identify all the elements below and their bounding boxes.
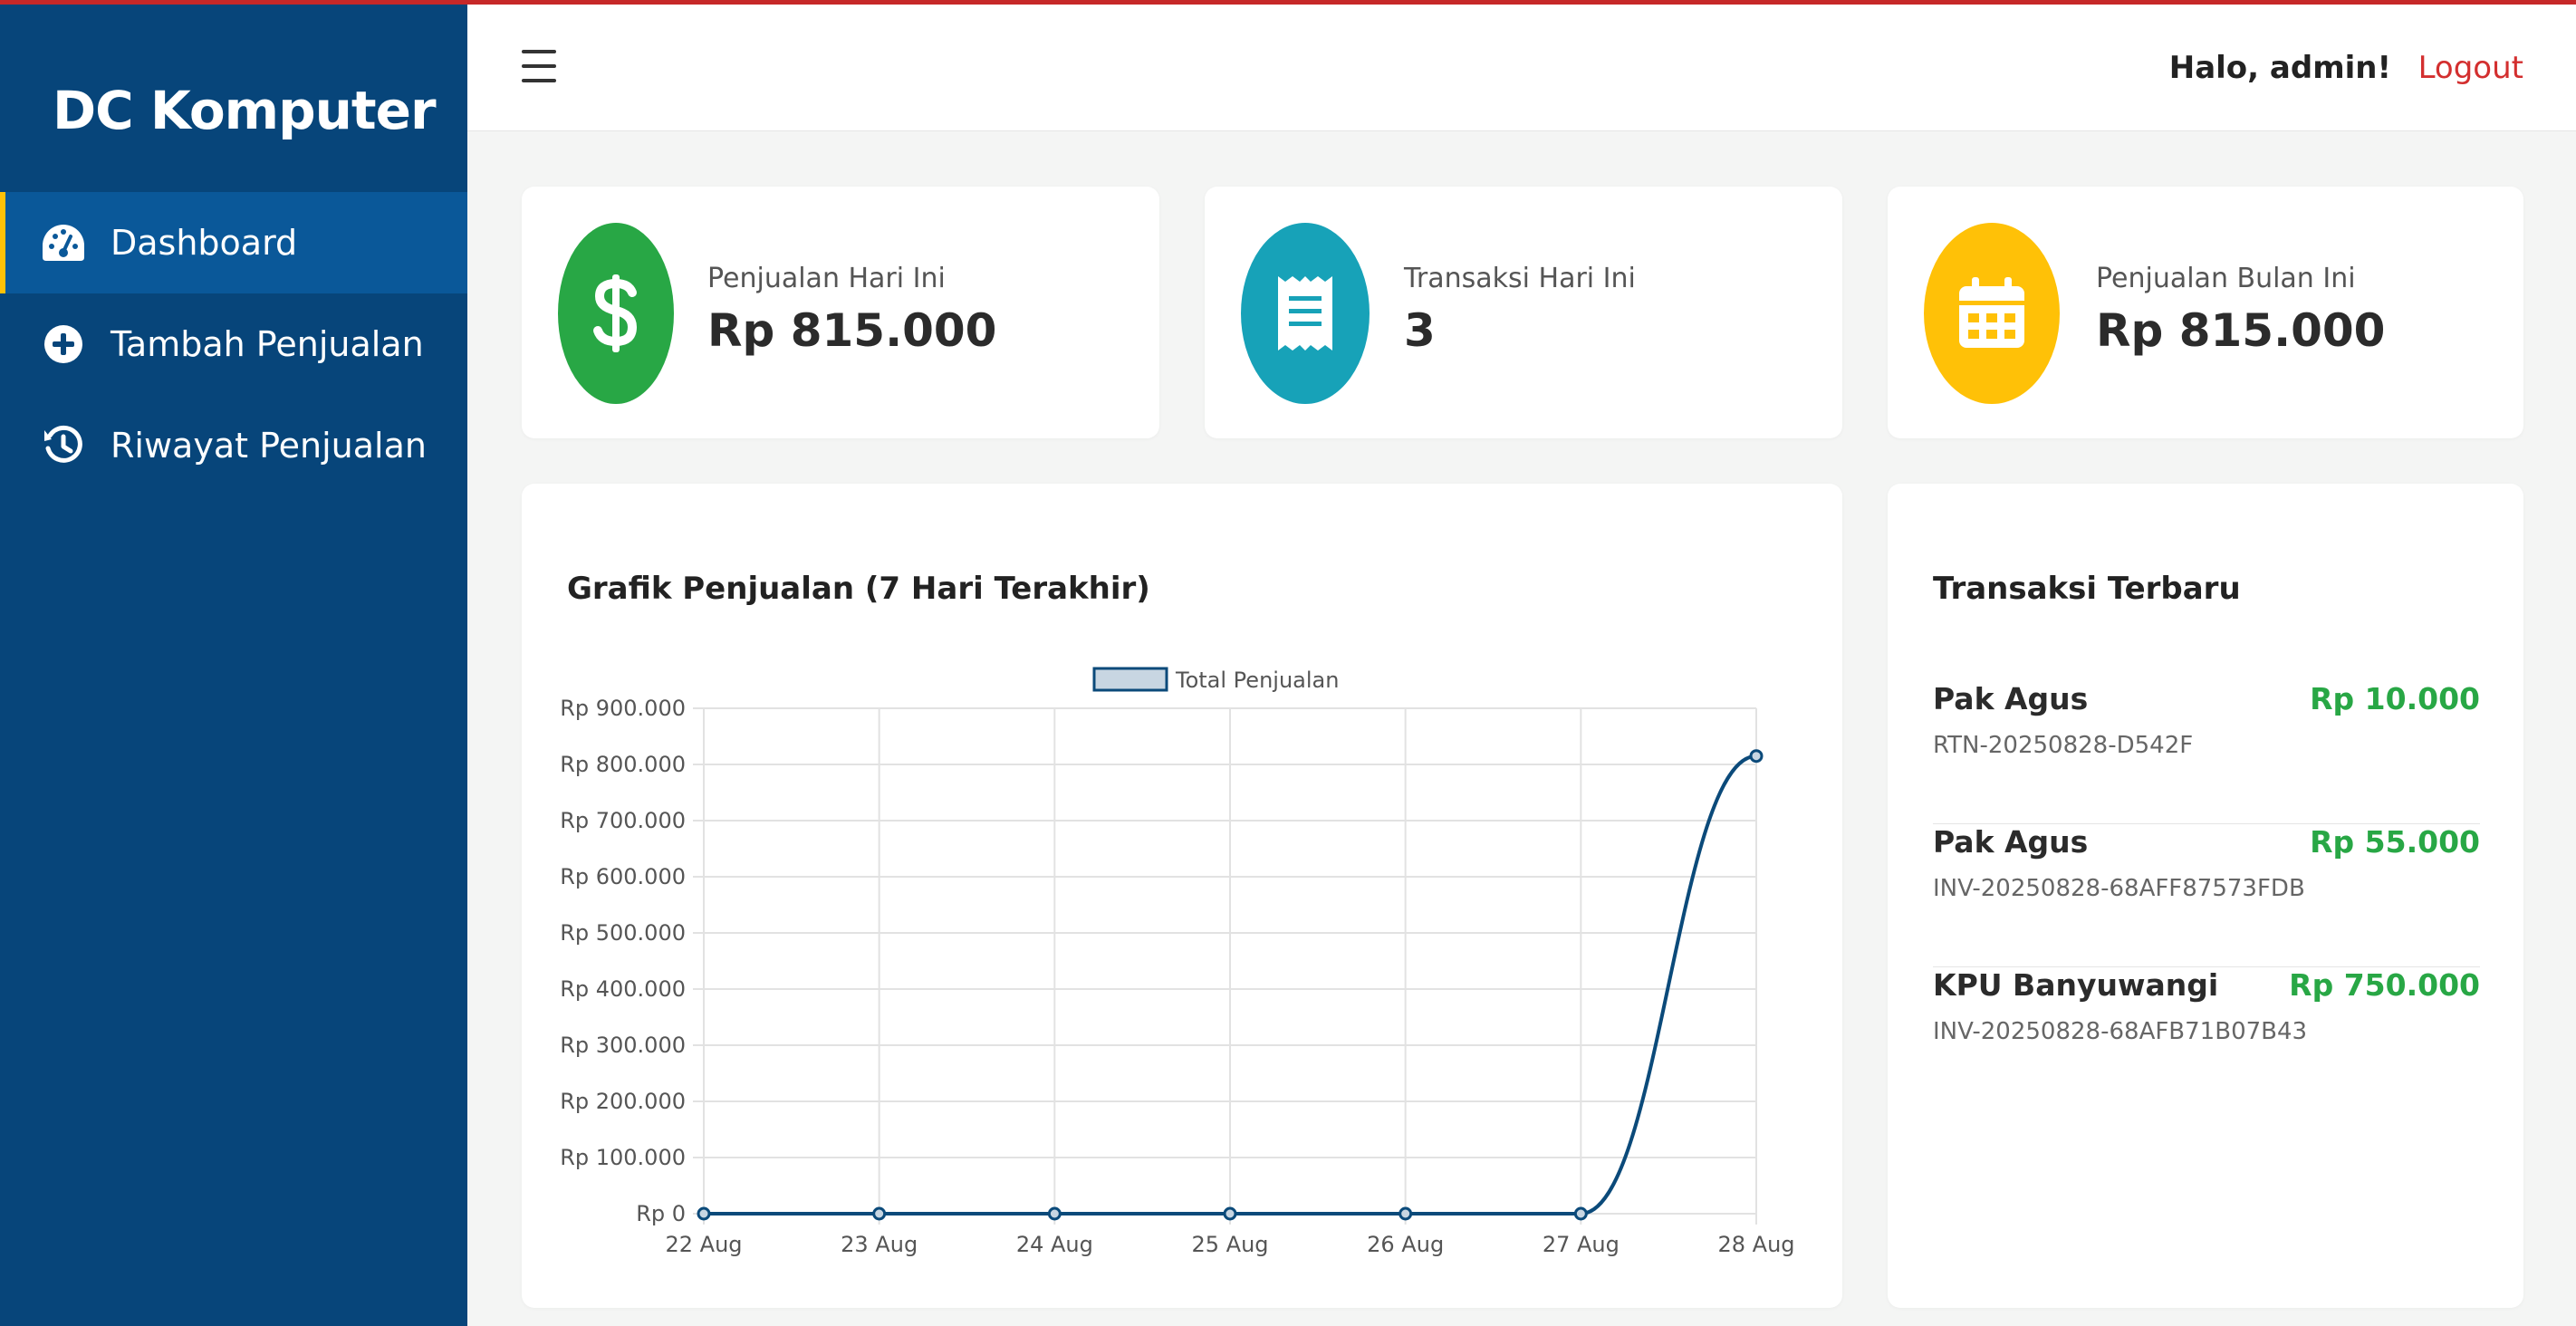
data-point bbox=[1399, 1206, 1413, 1221]
sidebar-item-label: Tambah Penjualan bbox=[111, 324, 424, 364]
stat-card-sales-month: Penjualan Bulan Ini Rp 815.000 bbox=[1888, 187, 2523, 438]
sidebar-item-label: Dashboard bbox=[111, 223, 298, 263]
sidebar-item-dashboard[interactable]: Dashboard bbox=[0, 192, 467, 293]
tachometer-icon bbox=[40, 219, 87, 266]
stat-label: Penjualan Hari Ini bbox=[707, 263, 946, 294]
hamburger-menu-icon[interactable] bbox=[522, 44, 556, 88]
data-point bbox=[1749, 749, 1764, 764]
sidebar-item-label: Riwayat Penjualan bbox=[111, 426, 427, 466]
tx-invoice-code: INV-20250828-68AFF87573FDB bbox=[1933, 875, 2305, 902]
x-tick-label: 26 Aug bbox=[1367, 1232, 1444, 1257]
tx-invoice-code: RTN-20250828-D542F bbox=[1933, 732, 2194, 759]
data-point bbox=[872, 1206, 887, 1221]
plus-circle-icon bbox=[40, 321, 87, 368]
top-header: Halo, admin! Logout bbox=[467, 5, 2576, 131]
tx-amount: Rp 10.000 bbox=[2310, 681, 2480, 716]
calendar-icon bbox=[1924, 223, 2060, 404]
y-tick-label: Rp 800.000 bbox=[560, 752, 686, 777]
receipt-icon bbox=[1241, 223, 1370, 404]
list-item[interactable]: Pak Agus Rp 10.000 RTN-20250828-D542F bbox=[1933, 681, 2480, 824]
x-tick-label: 27 Aug bbox=[1543, 1232, 1620, 1257]
list-item[interactable]: Pak Agus Rp 55.000 INV-20250828-68AFF875… bbox=[1933, 824, 2480, 967]
data-point bbox=[1223, 1206, 1237, 1221]
data-point bbox=[1573, 1206, 1588, 1221]
history-icon bbox=[40, 422, 87, 469]
stat-value: Rp 815.000 bbox=[707, 304, 997, 357]
chart-card: Grafik Penjualan (7 Hari Terakhir) Total… bbox=[522, 484, 1842, 1308]
data-point bbox=[1047, 1206, 1062, 1221]
x-tick-label: 24 Aug bbox=[1016, 1232, 1093, 1257]
recent-transactions-title: Transaksi Terbaru bbox=[1933, 571, 2241, 607]
stat-value: 3 bbox=[1404, 304, 1436, 357]
list-item[interactable]: KPU Banyuwangi Rp 750.000 INV-20250828-6… bbox=[1933, 967, 2480, 1110]
y-tick-label: Rp 600.000 bbox=[560, 864, 686, 889]
tx-amount: Rp 750.000 bbox=[2289, 967, 2480, 1003]
y-tick-label: Rp 100.000 bbox=[560, 1145, 686, 1170]
dollar-icon bbox=[558, 223, 674, 404]
stat-label: Penjualan Bulan Ini bbox=[2096, 263, 2356, 294]
y-tick-label: Rp 400.000 bbox=[560, 976, 686, 1002]
tx-amount: Rp 55.000 bbox=[2310, 824, 2480, 860]
x-tick-label: 28 Aug bbox=[1717, 1232, 1794, 1257]
y-tick-label: Rp 500.000 bbox=[560, 920, 686, 946]
stat-card-transactions-today: Transaksi Hari Ini 3 bbox=[1205, 187, 1842, 438]
sales-line-chart: Total Penjualan Rp 0 Rp 100.000 Rp 200.000 R… bbox=[560, 667, 1795, 1257]
tx-invoice-code: INV-20250828-68AFB71B07B43 bbox=[1933, 1018, 2308, 1045]
series-line-total-penjualan bbox=[704, 754, 1757, 1216]
y-tick-label: Rp 900.000 bbox=[560, 696, 686, 721]
sidebar: DC Komputer Dashboard Tambah Penjualan bbox=[0, 0, 467, 1326]
brand-title: DC Komputer bbox=[53, 80, 437, 141]
top-accent-line bbox=[0, 0, 2576, 5]
data-point bbox=[697, 1206, 711, 1221]
tx-customer-name: Pak Agus bbox=[1933, 824, 2089, 860]
recent-transactions-card: Transaksi Terbaru Pak Agus Rp 10.000 RTN… bbox=[1888, 484, 2523, 1308]
x-tick-label: 25 Aug bbox=[1191, 1232, 1268, 1257]
logout-link[interactable]: Logout bbox=[2417, 50, 2523, 86]
chart-title: Grafik Penjualan (7 Hari Terakhir) bbox=[567, 571, 1150, 607]
stat-label: Transaksi Hari Ini bbox=[1404, 263, 1636, 294]
user-greeting: Halo, admin! bbox=[2168, 50, 2391, 86]
y-tick-label: Rp 0 bbox=[636, 1201, 686, 1226]
sidebar-item-riwayat-penjualan[interactable]: Riwayat Penjualan bbox=[0, 395, 467, 496]
tx-customer-name: Pak Agus bbox=[1933, 681, 2089, 716]
y-tick-label: Rp 300.000 bbox=[560, 1033, 686, 1058]
tx-customer-name: KPU Banyuwangi bbox=[1933, 967, 2219, 1003]
x-tick-label: 22 Aug bbox=[665, 1232, 742, 1257]
stat-card-sales-today: Penjualan Hari Ini Rp 815.000 bbox=[522, 187, 1159, 438]
legend-swatch bbox=[1092, 667, 1168, 692]
stat-value: Rp 815.000 bbox=[2096, 304, 2386, 357]
y-tick-label: Rp 200.000 bbox=[560, 1089, 686, 1114]
y-tick-label: Rp 700.000 bbox=[560, 808, 686, 833]
x-tick-label: 23 Aug bbox=[841, 1232, 918, 1257]
legend-label: Total Penjualan bbox=[1175, 668, 1339, 693]
sidebar-item-tambah-penjualan[interactable]: Tambah Penjualan bbox=[0, 293, 467, 395]
